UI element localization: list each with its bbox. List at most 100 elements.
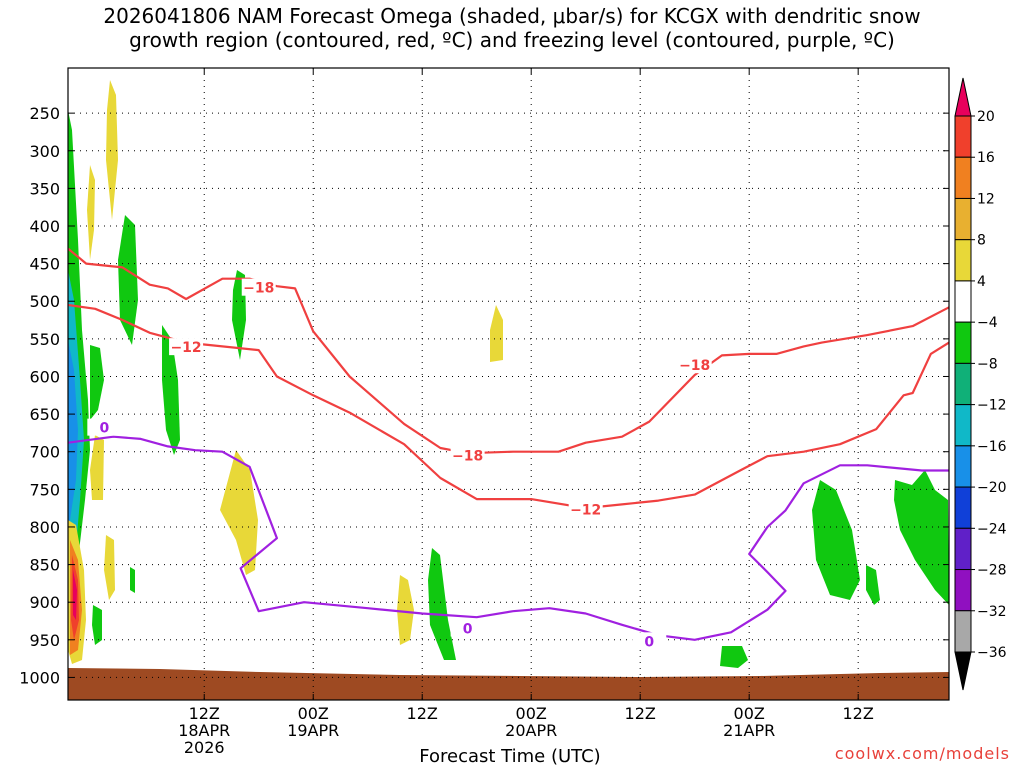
y-tick-label: 250 xyxy=(29,104,60,123)
omega-green-right3 xyxy=(894,470,949,605)
x-tick-label: 00Z xyxy=(298,704,329,723)
y-axis: 250 300 350 400 450 500 550 600 650 700 750 800 850 9… xyxy=(19,104,949,687)
omega-yellow-mid2 xyxy=(490,305,503,362)
colorbar-top-arrow xyxy=(954,77,972,117)
colorbar-swatch xyxy=(954,321,972,364)
omega-yellow-2 xyxy=(87,165,95,260)
omega-magenta-low xyxy=(73,570,77,620)
contour-label-bg xyxy=(241,278,276,296)
omega-green-small1 xyxy=(92,605,102,645)
x-tick-label: 12Z xyxy=(843,704,874,723)
omega-yellow-lowmid xyxy=(397,575,414,645)
colorbar-label: −20 xyxy=(977,480,1007,496)
colorbar-label: −36 xyxy=(977,645,1007,661)
colorbar-swatch xyxy=(954,362,972,406)
contour-label-bg xyxy=(677,356,712,374)
contour-label: −12 xyxy=(570,503,601,519)
colorbar-label: −24 xyxy=(977,521,1007,537)
y-tick-label: 650 xyxy=(29,405,60,424)
contour-label: 0 xyxy=(644,634,654,650)
title-line-1: 2026041806 NAM Forecast Omega (shaded, μ… xyxy=(103,4,921,28)
title-line-2: growth region (contoured, red, ºC) and f… xyxy=(129,28,895,52)
colorbar-swatch xyxy=(954,156,972,199)
contour-label-bg xyxy=(450,446,485,464)
y-tick-label: 700 xyxy=(29,443,60,462)
omega-yellow-4 xyxy=(104,535,115,600)
grid-lines xyxy=(68,68,949,700)
x-tick-label: 12Z xyxy=(407,704,438,723)
contour-label-bg xyxy=(450,619,485,637)
omega-green-right4 xyxy=(720,646,748,668)
x-tick-label: 12Z xyxy=(625,704,656,723)
colorbar-label: 20 xyxy=(977,109,995,125)
contour-label: −18 xyxy=(679,358,710,374)
contour-label-bg xyxy=(568,500,603,518)
x-tick-label: 18APR xyxy=(178,721,230,740)
colorbar-swatch xyxy=(954,486,972,529)
contour-label: 0 xyxy=(463,622,473,638)
omega-yellow-1 xyxy=(106,80,118,220)
colorbar-label: −16 xyxy=(977,439,1007,455)
contour-label-bg xyxy=(87,418,122,436)
colorbar-label: −28 xyxy=(977,563,1007,579)
y-tick-label: 400 xyxy=(29,217,60,236)
y-tick-label: 300 xyxy=(29,142,60,161)
colorbar-label: 16 xyxy=(977,150,995,166)
y-tick-label: 500 xyxy=(29,292,60,311)
x-tick-label: 21APR xyxy=(723,721,775,740)
omega-green-lowmid xyxy=(428,548,456,660)
omega-green-small2 xyxy=(130,567,135,593)
colorbar-label: 4 xyxy=(977,274,986,290)
x-axis-label: Forecast Time (UTC) xyxy=(419,746,601,767)
omega-shading xyxy=(68,80,949,700)
omega-yellow-mid xyxy=(220,450,258,575)
colorbar-swatch xyxy=(954,115,972,158)
y-tick-label: 950 xyxy=(29,631,60,650)
colorbar: 20 16 12 8 4 −4 −8 −12 −16 −20 −24 −28 −32 −36 xyxy=(954,77,1007,691)
credit-link[interactable]: coolwx.com/models xyxy=(834,744,1010,763)
x-tick-label: 00Z xyxy=(734,704,765,723)
omega-blue-left xyxy=(68,340,78,530)
colorbar-label: −8 xyxy=(977,356,998,372)
contour-0 xyxy=(68,435,949,641)
y-tick-label: 350 xyxy=(29,179,60,198)
contour-label: −12 xyxy=(170,340,201,356)
y-tick-label: 750 xyxy=(29,480,60,499)
omega-green-right2 xyxy=(866,565,880,605)
colorbar-swatch xyxy=(954,527,972,571)
y-tick-label: 800 xyxy=(29,518,60,537)
omega-green-col2 xyxy=(162,325,180,455)
x-tick-label: 2026 xyxy=(184,738,225,757)
contour-label: −18 xyxy=(243,281,274,297)
y-tick-label: 850 xyxy=(29,556,60,575)
colorbar-label: −32 xyxy=(977,604,1007,620)
chart-title: 2026041806 NAM Forecast Omega (shaded, μ… xyxy=(0,4,1024,52)
colorbar-label: −4 xyxy=(977,315,998,331)
colorbar-swatch xyxy=(954,280,972,323)
plot-frame xyxy=(67,67,950,701)
contour-lines: −18 −18 −18 −12 −12 0 0 0 xyxy=(68,247,949,650)
contour-label: −18 xyxy=(452,448,483,464)
contour-label-bg xyxy=(632,632,667,650)
colorbar-swatch xyxy=(954,404,972,447)
omega-yellow-3 xyxy=(90,435,104,500)
ground-terrain xyxy=(68,668,949,700)
x-tick-label: 19APR xyxy=(287,721,339,740)
omega-green-col1 xyxy=(118,215,138,345)
colorbar-label: −12 xyxy=(977,398,1007,414)
x-tick-label: 20APR xyxy=(505,721,557,740)
y-tick-label: 1000 xyxy=(19,668,60,687)
colorbar-swatch xyxy=(954,569,972,612)
contour-label-bg xyxy=(169,338,204,356)
omega-green-left2 xyxy=(90,345,104,420)
colorbar-swatch xyxy=(954,445,972,488)
y-tick-label: 550 xyxy=(29,330,60,349)
x-tick-label: 00Z xyxy=(516,704,547,723)
omega-green-right1 xyxy=(812,480,860,600)
colorbar-label: 12 xyxy=(977,191,995,207)
colorbar-swatch xyxy=(954,197,972,241)
colorbar-swatch xyxy=(954,239,972,282)
colorbar-label: 8 xyxy=(977,233,986,249)
